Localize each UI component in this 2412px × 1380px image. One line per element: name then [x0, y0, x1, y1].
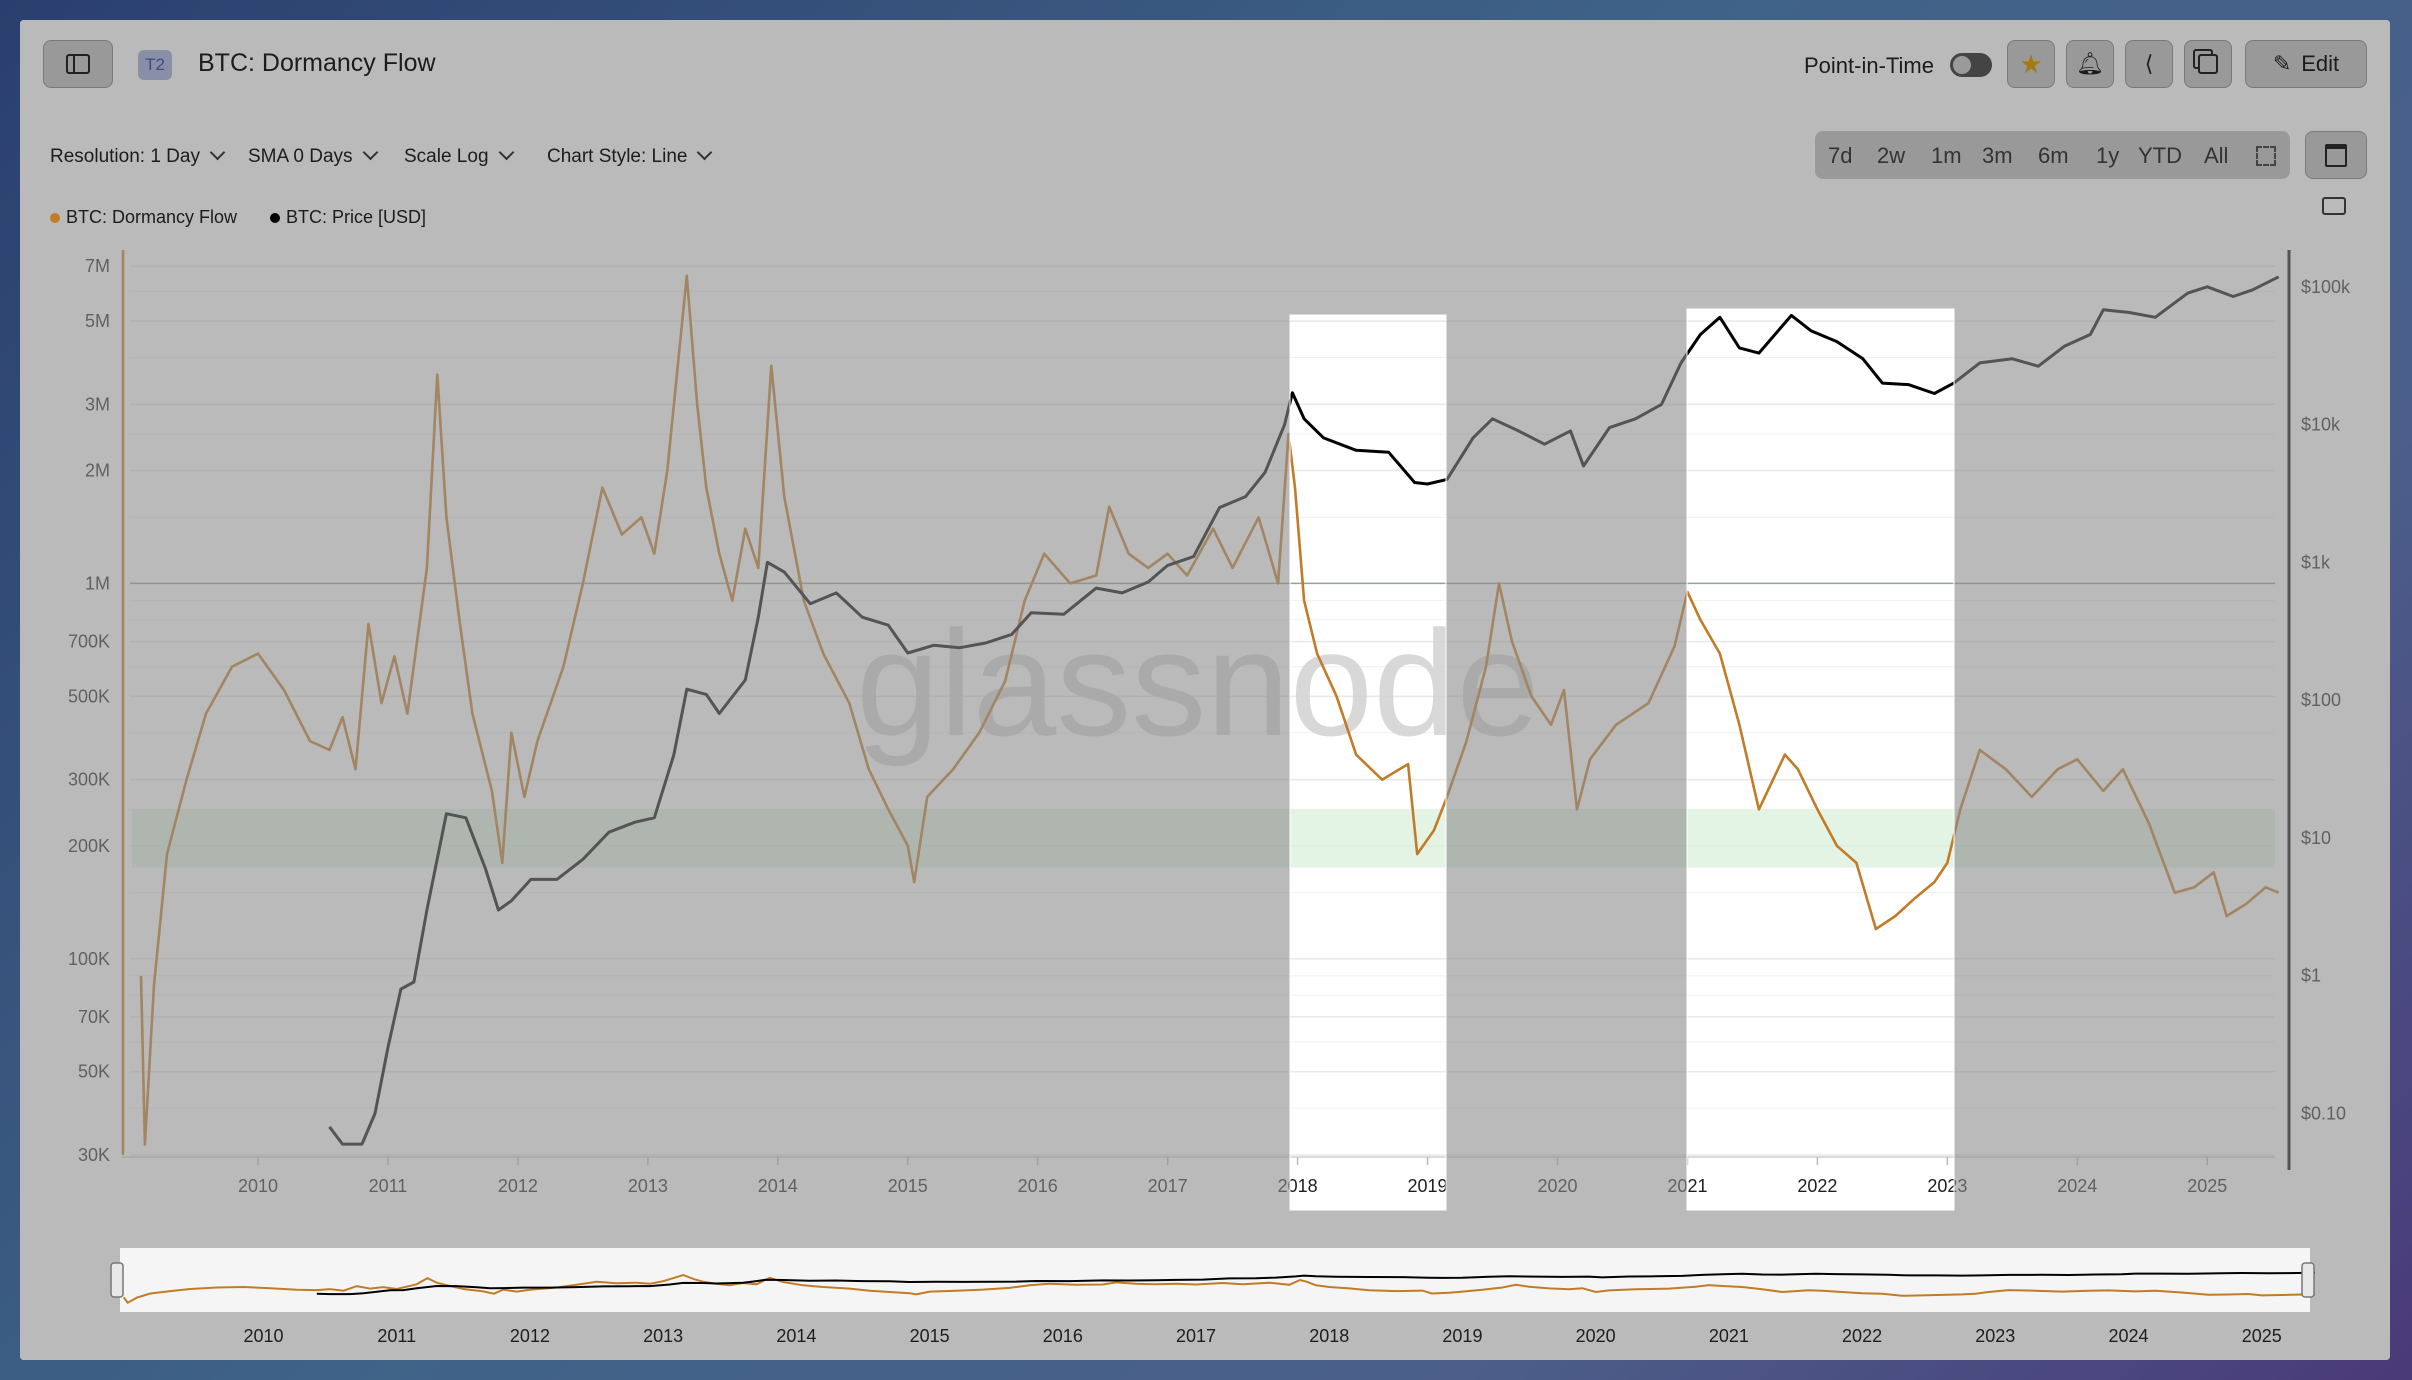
- navigator-tick-label: 2017: [1176, 1326, 1216, 1346]
- range-3m[interactable]: 3m: [1982, 143, 2013, 168]
- navigator-tick-label: 2014: [776, 1326, 816, 1346]
- chevron-down-icon: [362, 144, 378, 161]
- zoom-icon[interactable]: [2256, 146, 2276, 166]
- alert-button[interactable]: 🔔︎: [2066, 40, 2114, 88]
- range-all[interactable]: All: [2204, 143, 2229, 168]
- tier-badge: T2: [138, 50, 172, 80]
- range-ytd[interactable]: YTD: [2138, 143, 2182, 168]
- share-button[interactable]: ⟨: [2125, 40, 2173, 88]
- sma-label: SMA 0 Days: [248, 146, 353, 167]
- scale-label: Scale Log: [404, 146, 489, 167]
- navigator-tick-label: 2022: [1842, 1326, 1882, 1346]
- bell-icon: 🔔︎: [2076, 51, 2104, 76]
- navigator-tick-label: 2024: [2108, 1326, 2148, 1346]
- legend-swatch: [50, 213, 60, 223]
- resolution-dropdown[interactable]: Resolution: 1 Day: [50, 144, 226, 168]
- chart-panel: glassnode 7M5M3M2M1M700K500K300K200K100K…: [20, 20, 2390, 1360]
- point-in-time-toggle[interactable]: [1950, 53, 1992, 77]
- chevron-down-icon: [498, 144, 514, 161]
- navigator-tick-label: 2019: [1442, 1326, 1482, 1346]
- range-2w[interactable]: 2w: [1877, 143, 1906, 168]
- chart-style-label: Chart Style: Line: [547, 146, 688, 167]
- page-title: BTC: Dormancy Flow: [198, 49, 436, 77]
- highlight-box: [1289, 314, 1447, 1211]
- scale-dropdown[interactable]: Scale Log: [404, 144, 514, 168]
- range-group: [1815, 131, 2290, 179]
- legend-item-price[interactable]: BTC: Price [USD]: [270, 207, 426, 228]
- edit-label: Edit: [2301, 51, 2340, 76]
- chevron-down-icon: [209, 144, 226, 161]
- navigator-tick-label: 2012: [510, 1326, 550, 1346]
- navigator-tick-label: 2020: [1576, 1326, 1616, 1346]
- navigator-handle-left: [110, 1262, 124, 1298]
- calendar-icon: [2325, 143, 2347, 167]
- navigator-tick-label: 2010: [244, 1326, 284, 1346]
- camera-icon[interactable]: [2322, 197, 2346, 215]
- edit-button[interactable]: ✎ Edit: [2245, 40, 2367, 88]
- navigator-tick-label: 2015: [910, 1326, 950, 1346]
- navigator-tick-label: 2016: [1043, 1326, 1083, 1346]
- range-1m[interactable]: 1m: [1931, 143, 1962, 168]
- highlight-box: [1686, 308, 1955, 1211]
- navigator-price-line: [316, 1271, 2316, 1296]
- x-tick-label: 2019: [1408, 1176, 1448, 1196]
- legend-swatch: [270, 213, 280, 223]
- navigator-tick-label: 2018: [1309, 1326, 1349, 1346]
- legend-label: BTC: Dormancy Flow: [66, 207, 238, 227]
- navigator-tick-label: 2023: [1975, 1326, 2015, 1346]
- range-6m[interactable]: 6m: [2038, 143, 2069, 168]
- chevron-down-icon: [697, 144, 713, 161]
- sidebar-icon: [66, 54, 90, 74]
- range-1y[interactable]: 1y: [2096, 143, 2120, 168]
- navigator-tick-label: 2025: [2242, 1326, 2282, 1346]
- chart-svg: glassnode 7M5M3M2M1M700K500K300K200K100K…: [20, 20, 2390, 1360]
- favorite-button[interactable]: ★: [2007, 40, 2055, 88]
- navigator-handle-right: [2301, 1262, 2315, 1298]
- x-tick-label: 2022: [1797, 1176, 1837, 1196]
- copy-icon: [2198, 54, 2218, 74]
- share-icon: ⟨: [2144, 51, 2154, 76]
- navigator-tick-label: 2011: [377, 1326, 416, 1346]
- sma-dropdown[interactable]: SMA 0 Days: [248, 144, 378, 168]
- chart-style-dropdown[interactable]: Chart Style: Line: [547, 144, 713, 168]
- navigator-tick-label: 2013: [643, 1326, 683, 1346]
- range-7d[interactable]: 7d: [1828, 143, 1853, 168]
- resolution-label: Resolution: 1 Day: [50, 146, 200, 167]
- duplicate-button[interactable]: [2184, 40, 2232, 88]
- legend-label: BTC: Price [USD]: [286, 207, 427, 227]
- pencil-icon: ✎: [2272, 51, 2292, 76]
- sidebar-toggle-button[interactable]: [43, 40, 113, 88]
- legend-item-dormancy[interactable]: BTC: Dormancy Flow: [50, 207, 237, 228]
- point-in-time-label: Point-in-Time: [1804, 53, 1934, 78]
- calendar-button[interactable]: [2305, 131, 2367, 179]
- dim-overlay: [20, 20, 2390, 1360]
- star-icon: ★: [2019, 49, 2043, 79]
- navigator-tick-label: 2021: [1709, 1326, 1749, 1346]
